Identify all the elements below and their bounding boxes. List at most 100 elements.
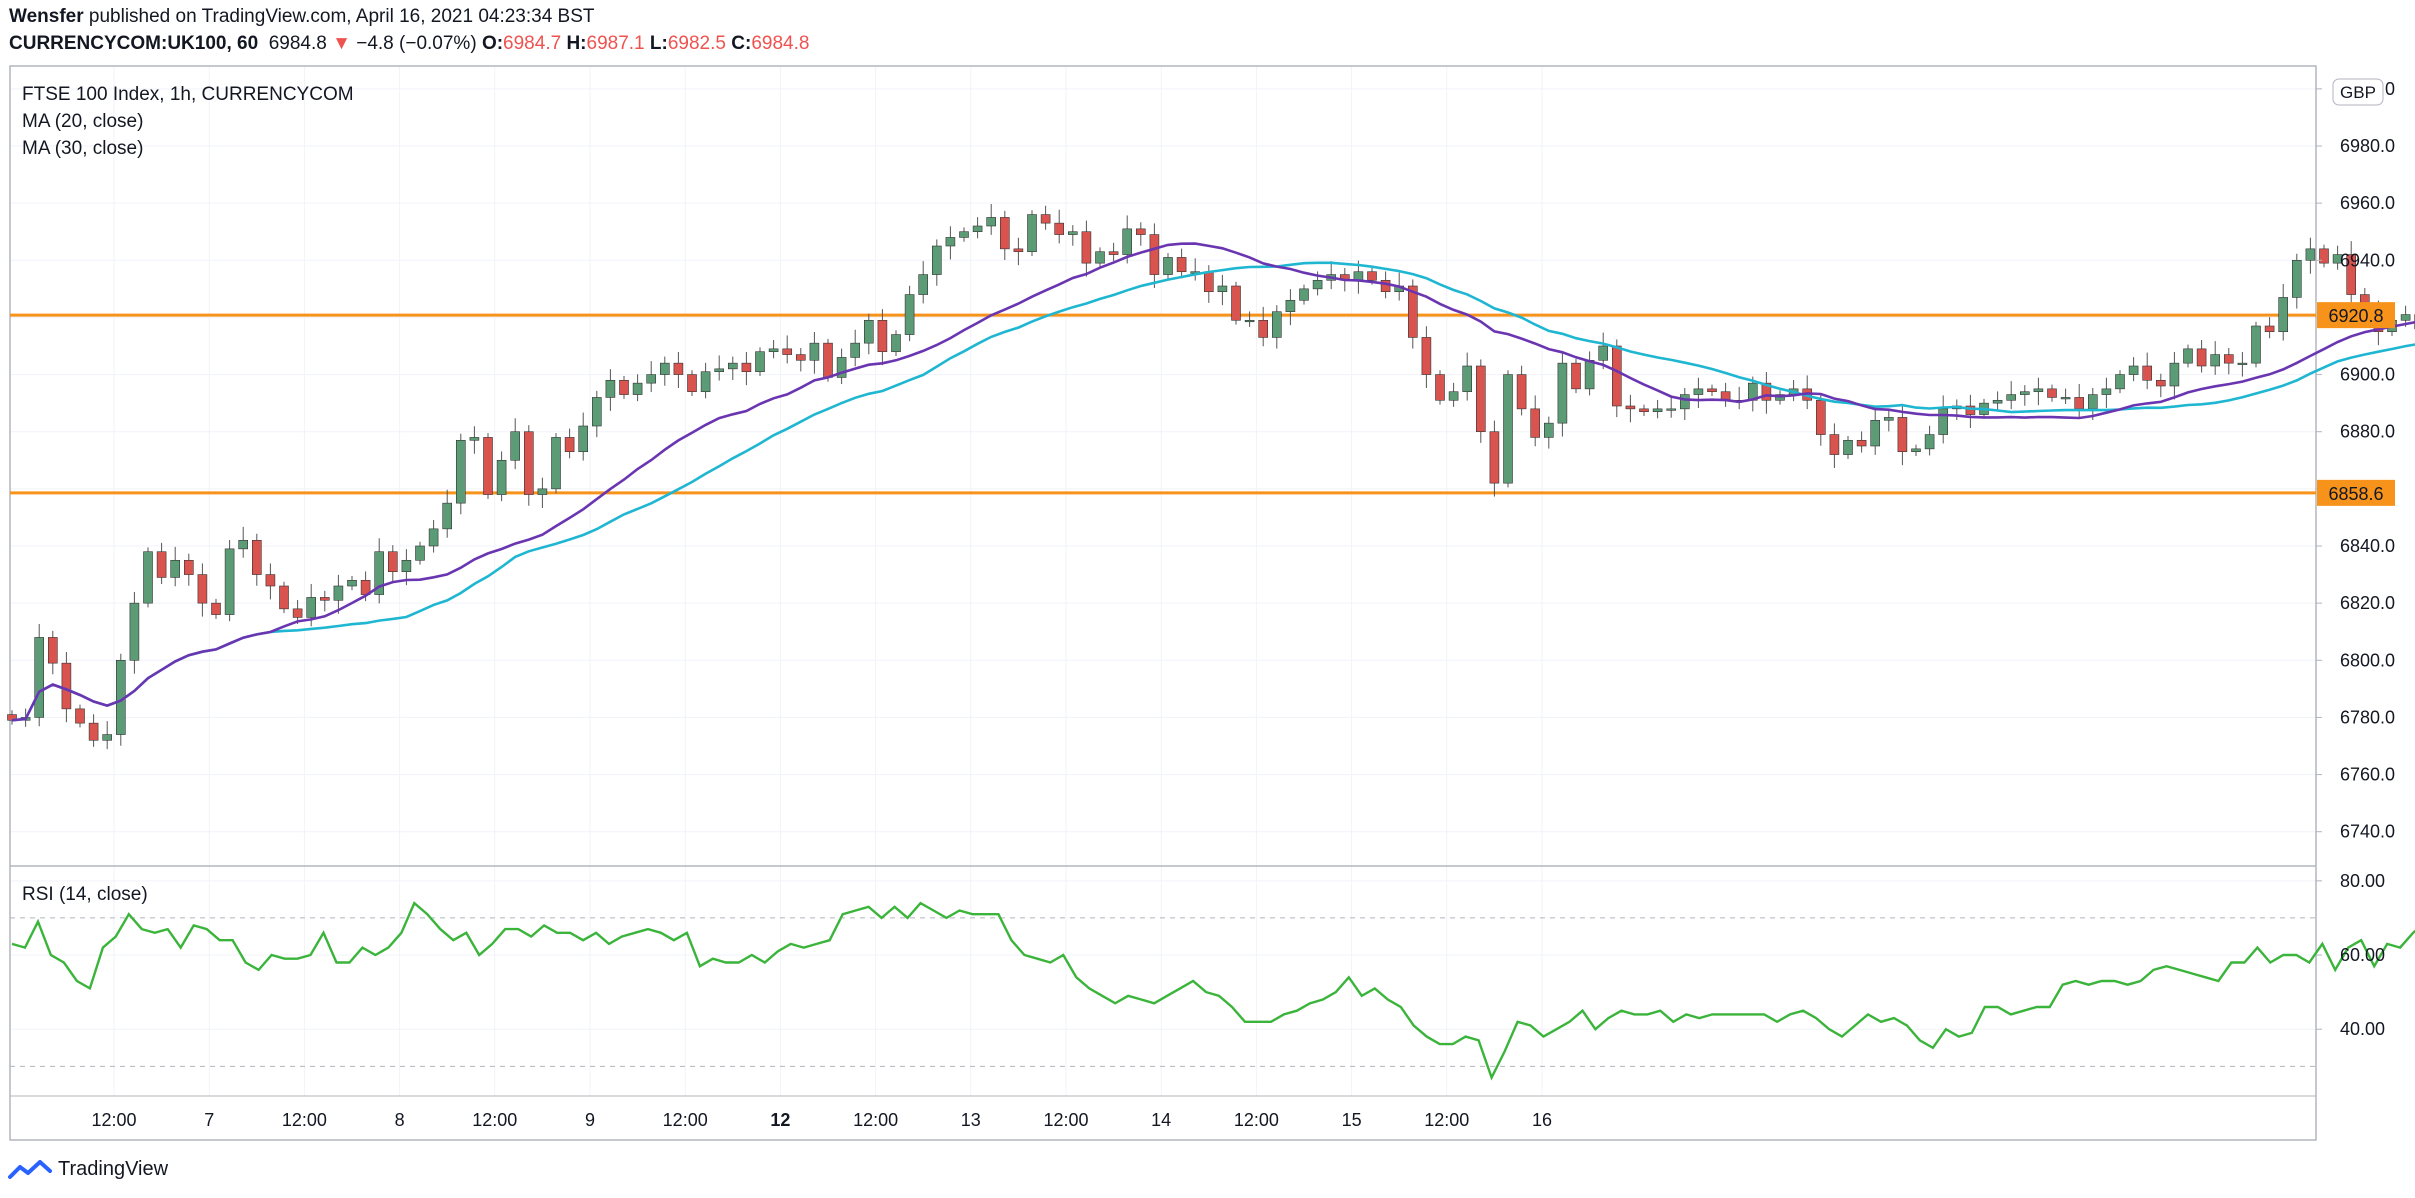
ma20-legend[interactable]: MA (20, close) bbox=[22, 111, 143, 132]
candle-body bbox=[143, 551, 153, 604]
candle-body bbox=[75, 708, 85, 724]
candle-body bbox=[2224, 354, 2234, 364]
brand-name: TradingView bbox=[58, 1158, 169, 1180]
candle-body bbox=[401, 559, 412, 573]
candle-body bbox=[809, 342, 820, 361]
price-tick-label: 6740.0 bbox=[2340, 822, 2395, 842]
currency-badge[interactable] bbox=[2332, 78, 2384, 106]
author-name[interactable]: Wensfer bbox=[9, 6, 84, 27]
candle-body bbox=[591, 397, 602, 427]
candle-body bbox=[727, 362, 738, 370]
open-label: O: bbox=[481, 33, 504, 54]
price-tick-label: 6800.0 bbox=[2340, 650, 2395, 670]
candle-body bbox=[1312, 279, 1323, 290]
rsi-legend[interactable]: RSI (14, close) bbox=[22, 884, 148, 905]
candle-body bbox=[2346, 254, 2356, 295]
candle-body bbox=[1816, 399, 1826, 435]
published-text: published on TradingView.com, April 16, … bbox=[88, 6, 595, 27]
low-value: 6982.5 bbox=[667, 33, 726, 54]
candle-body bbox=[877, 319, 888, 353]
hline-label-box bbox=[2317, 479, 2395, 506]
ma20-line bbox=[11, 242, 2415, 722]
candle-body bbox=[1924, 434, 1935, 450]
candle-body bbox=[1680, 394, 1690, 410]
candle-body bbox=[700, 371, 711, 393]
candle-body bbox=[687, 374, 697, 393]
candle-body bbox=[1136, 228, 1146, 235]
time-tick-label: 12 bbox=[770, 1110, 790, 1130]
symbol-label[interactable]: CURRENCYCOM:UK100, 60 bbox=[9, 33, 259, 54]
time-tick-label: 12:00 bbox=[282, 1110, 327, 1130]
rsi-guides bbox=[10, 917, 2316, 1067]
candle-body bbox=[170, 559, 180, 578]
candle-body bbox=[1544, 422, 1554, 438]
candle-body bbox=[1108, 251, 1119, 255]
time-tick-label: 12:00 bbox=[663, 1110, 708, 1130]
price-tick-label: 6840.0 bbox=[2340, 536, 2395, 556]
close-value: 6984.8 bbox=[751, 33, 810, 54]
candle-body bbox=[1557, 362, 1568, 424]
high-value: 6987.1 bbox=[586, 33, 645, 54]
candle-body bbox=[836, 357, 847, 378]
time-tick-label: 12:00 bbox=[1234, 1110, 1279, 1130]
candle-body bbox=[1013, 248, 1024, 253]
tradingview-logo-icon bbox=[8, 1159, 52, 1179]
candle-body bbox=[1204, 271, 1214, 293]
candle-body bbox=[2156, 379, 2166, 387]
candle-body bbox=[2169, 362, 2180, 387]
footer-brand[interactable]: TradingView bbox=[8, 1158, 168, 1181]
time-tick-label: 12:00 bbox=[1424, 1110, 1469, 1130]
candle-body bbox=[918, 274, 929, 295]
candle-body bbox=[1435, 374, 1445, 401]
candle-body bbox=[1448, 391, 1459, 401]
candle-body bbox=[2128, 365, 2139, 375]
candle-body bbox=[2251, 325, 2261, 364]
candle-body bbox=[1122, 228, 1132, 255]
candle-body bbox=[1911, 448, 1921, 453]
price-tick-label: 6780.0 bbox=[2340, 707, 2395, 727]
price-tick-label: 6940.0 bbox=[2340, 250, 2395, 270]
candle-body bbox=[1856, 439, 1867, 447]
candle-body bbox=[1707, 388, 1717, 393]
candle-body bbox=[1612, 345, 1622, 407]
candle-body bbox=[1870, 419, 1880, 447]
publisher-line: Wensfer published on TradingView.com, Ap… bbox=[9, 6, 595, 28]
candle-body bbox=[2020, 391, 2030, 395]
candle-body bbox=[1489, 431, 1500, 484]
candle-body bbox=[211, 602, 221, 615]
rsi-tick-label: 80.00 bbox=[2340, 871, 2385, 891]
candle-body bbox=[1421, 337, 1432, 375]
price-tick-label: 6900.0 bbox=[2340, 365, 2395, 385]
time-tick-label: 7 bbox=[204, 1110, 214, 1130]
candle-body bbox=[1040, 214, 1051, 224]
candle-body bbox=[1408, 285, 1418, 338]
candle-body bbox=[755, 351, 765, 373]
candle-body bbox=[1516, 374, 1527, 410]
hline-label-box bbox=[2317, 302, 2395, 329]
price-tick-label: 6760.0 bbox=[2340, 765, 2395, 785]
candle-body bbox=[1176, 257, 1187, 273]
candle-body bbox=[1068, 231, 1078, 235]
close-label: C: bbox=[731, 33, 752, 54]
candle-body bbox=[1285, 299, 1296, 313]
candle-body bbox=[605, 379, 616, 398]
candle-body bbox=[1639, 408, 1649, 413]
candle-body bbox=[1571, 362, 1581, 390]
candle-body bbox=[252, 539, 262, 575]
candle-body bbox=[2047, 388, 2057, 398]
ma30-legend[interactable]: MA (30, close) bbox=[22, 138, 143, 159]
candle-body bbox=[469, 437, 480, 441]
candle-body bbox=[442, 502, 453, 530]
candle-body bbox=[1666, 408, 1676, 411]
candle-body bbox=[945, 237, 956, 247]
candle-body bbox=[959, 231, 969, 238]
time-tick-label: 9 bbox=[585, 1110, 595, 1130]
candle-body bbox=[1353, 271, 1364, 281]
candle-body bbox=[537, 488, 548, 495]
price-tick-label: 6880.0 bbox=[2340, 422, 2395, 442]
candle-body bbox=[455, 439, 466, 504]
candle-body bbox=[1598, 345, 1608, 361]
candle-body bbox=[1163, 257, 1173, 275]
candle-body bbox=[1843, 439, 1853, 455]
